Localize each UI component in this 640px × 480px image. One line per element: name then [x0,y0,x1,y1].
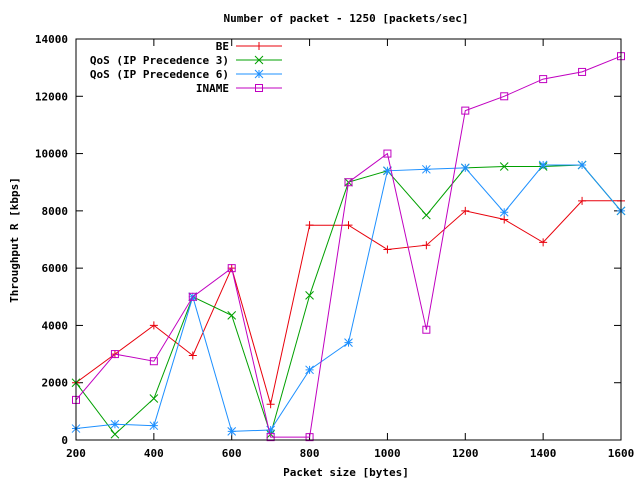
data-point [422,210,431,220]
series-line [75,200,621,405]
x-tick-label: 1600 [608,447,635,460]
data-point [344,338,353,347]
data-point [110,350,119,359]
y-tick-label: 12000 [35,90,68,103]
data-point [500,215,509,224]
axis-ticks: 0 2000 4000 6000 8000 10000 12000 14000 200 400 60… [35,33,634,460]
series-line [75,164,622,437]
data-point [266,400,275,409]
series-1 [71,160,626,439]
plot-frame [75,38,622,441]
x-tick-label: 1400 [530,447,557,460]
data-point [578,196,587,205]
data-point [227,427,237,436]
data-point [383,166,392,176]
data-point [344,178,353,187]
data-point [188,292,197,301]
data-point [461,206,470,215]
y-axis-label: Throughput R [kbps] [8,177,21,303]
x-tick-label: 600 [222,447,242,460]
y-tick-label: 14000 [35,33,68,46]
data-point [500,92,509,101]
data-point [149,357,158,366]
x-tick-label: 1200 [452,447,479,460]
legend-label: BE [216,40,229,53]
data-point [266,433,275,442]
series-0 [72,196,625,409]
data-point [254,55,264,65]
data-point [460,163,470,173]
data-point [305,433,314,442]
data-point [305,291,314,300]
data-point [383,245,392,254]
x-tick-label: 800 [300,447,320,460]
data-point [266,425,275,435]
data-series [71,52,626,442]
series-line [75,55,622,438]
data-point [422,164,431,174]
data-point [344,221,353,230]
x-tick-label: 1000 [374,447,401,460]
y-tick-label: 8000 [42,205,69,218]
data-point [577,160,587,170]
y-tick-label: 10000 [35,148,68,161]
data-point [499,207,509,217]
data-point [499,162,509,171]
y-tick-label: 6000 [42,262,69,275]
data-point [254,69,264,79]
legend-label: QoS (IP Precedence 3) [90,54,229,67]
data-point [539,75,548,84]
data-point [149,321,158,330]
data-point [538,160,548,170]
y-tick-label: 4000 [42,319,69,332]
series-line [75,164,622,432]
data-point [305,365,314,375]
y-tick-label: 2000 [42,377,69,390]
data-point [255,42,263,50]
data-point [110,419,120,429]
data-point [149,421,159,431]
x-tick-label: 400 [144,447,164,460]
data-point [305,221,314,230]
series-3 [72,52,625,442]
data-point [422,241,431,250]
data-point [255,84,263,92]
x-tick-label: 200 [66,447,86,460]
y-tick-label: 0 [61,434,68,447]
x-axis-label: Packet size [bytes] [283,466,409,479]
data-point [188,351,197,360]
data-point [227,311,237,320]
data-point [578,67,587,76]
data-point [227,264,236,273]
data-point [539,238,548,247]
legend-label: QoS (IP Precedence 6) [90,68,229,81]
data-point [149,394,159,403]
data-point [110,429,120,439]
chart-title: Number of packet - 1250 [packets/sec] [223,12,468,25]
data-point [422,325,431,334]
series-2 [71,160,626,436]
legend-label: INAME [196,82,229,95]
data-point [383,149,392,158]
data-point [461,106,470,115]
